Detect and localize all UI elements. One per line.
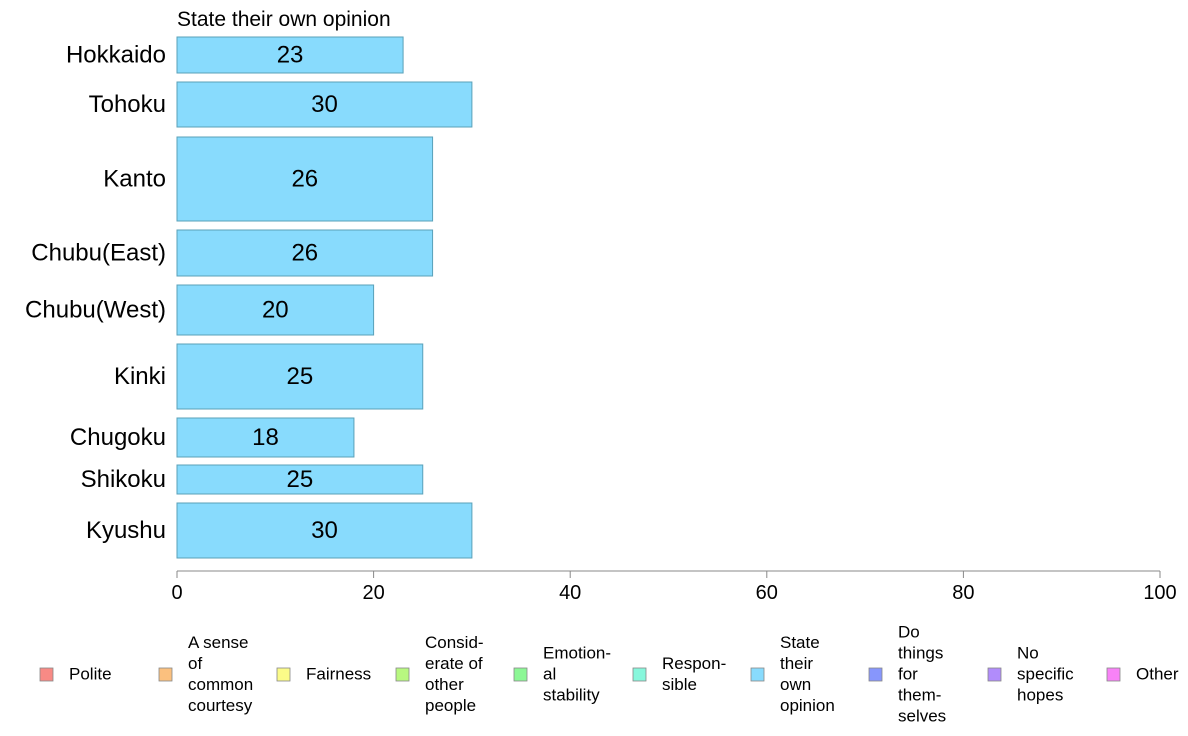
legend-swatch	[987, 667, 1002, 682]
value-label: 26	[291, 166, 318, 193]
value-labels: 23 30 26 26 20 25 18 25 30	[252, 42, 338, 545]
legend-swatch	[39, 667, 54, 682]
bar-kanto	[176, 136, 434, 222]
category-label: Shikoku	[81, 466, 166, 493]
value-label: 25	[287, 466, 314, 493]
value-label: 26	[291, 240, 318, 267]
category-label: Tohoku	[89, 91, 166, 118]
legend-label: Fairness	[306, 665, 371, 684]
x-tick-label: 80	[952, 582, 974, 604]
legend-swatch	[1106, 667, 1121, 682]
legend-label: Do things for them-selves	[898, 623, 946, 726]
bar-kinki	[176, 343, 424, 410]
legend-swatch	[395, 667, 410, 682]
legend-label: Consid-erate of other people	[425, 633, 484, 715]
category-label: Chubu(West)	[25, 297, 166, 324]
x-tick-label: 100	[1143, 582, 1176, 604]
category-labels: Hokkaido Tohoku Kanto Chubu(East) Chubu(West…	[25, 42, 166, 545]
category-label: Kanto	[103, 166, 166, 193]
category-label: Chubu(East)	[31, 240, 166, 267]
value-label: 30	[311, 517, 338, 544]
value-label: 23	[277, 42, 304, 69]
legend-label: A sense of common courtesy	[188, 633, 253, 715]
category-label: Kyushu	[86, 517, 166, 544]
category-label: Chugoku	[70, 424, 166, 451]
legend-swatch	[276, 667, 291, 682]
legend-label: State their own opinion	[780, 633, 835, 715]
legend-label: Polite	[69, 665, 112, 684]
bar-shikoku	[176, 464, 424, 495]
value-label: 30	[311, 91, 338, 118]
legend-swatch	[513, 667, 528, 682]
x-tick-label: 20	[362, 582, 384, 604]
legend-swatch	[750, 667, 765, 682]
category-label: Kinki	[114, 363, 166, 390]
bar-kyushu	[176, 502, 473, 559]
bar-chubu-east-	[176, 229, 434, 277]
x-tick-label: 60	[756, 582, 778, 604]
legend-swatch	[632, 667, 647, 682]
category-label: Hokkaido	[66, 42, 166, 69]
x-tick-label: 0	[171, 582, 182, 604]
bar-hokkaido	[176, 36, 404, 74]
value-label: 20	[262, 297, 289, 324]
value-label: 25	[287, 363, 314, 390]
legend-swatch	[158, 667, 173, 682]
legend-label: Other	[1136, 665, 1179, 684]
legend-label: Respon-sible	[662, 654, 726, 694]
bar-tohoku	[176, 81, 473, 128]
legend-swatch	[868, 667, 883, 682]
chart-title: State their own opinion	[177, 8, 391, 31]
legend-label: Emotion-al stability	[543, 644, 611, 705]
legend-label: No specific hopes	[1017, 644, 1074, 705]
x-tick-label: 40	[559, 582, 581, 604]
bar-chugoku	[176, 417, 355, 458]
x-axis: 0 20 40 60 80 100	[171, 570, 1177, 604]
bar-chubu-west-	[176, 284, 375, 336]
legend: Polite A sense of common courtesy Fairness Con…	[39, 623, 1179, 726]
bars-group	[176, 36, 473, 559]
value-label: 18	[252, 424, 279, 451]
